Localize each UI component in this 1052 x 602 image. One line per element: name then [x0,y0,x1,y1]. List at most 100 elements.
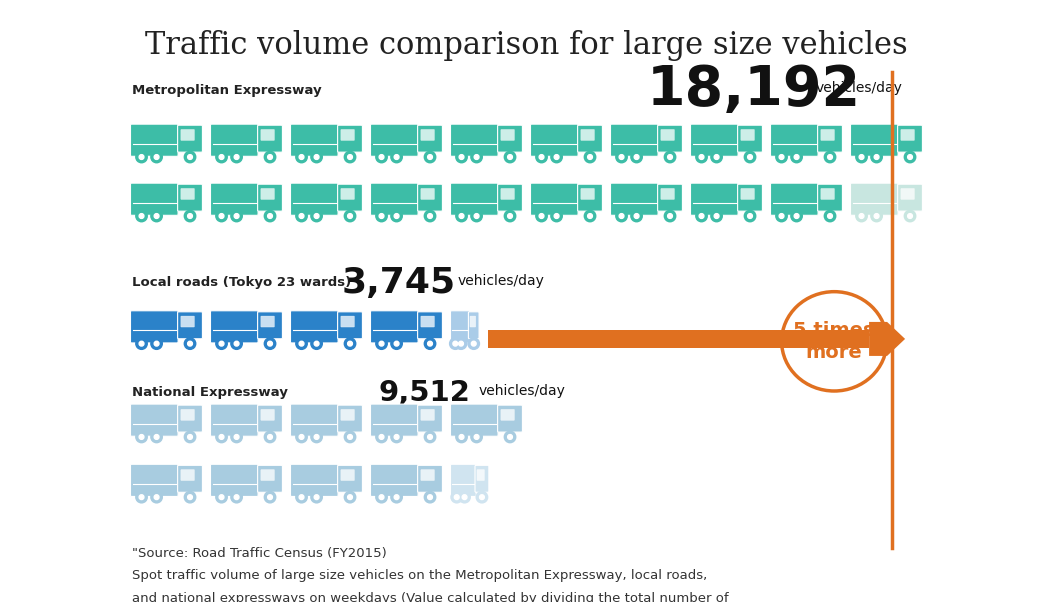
Circle shape [620,214,624,219]
Circle shape [394,341,399,346]
FancyBboxPatch shape [770,124,818,157]
Circle shape [184,151,196,163]
Circle shape [310,151,322,163]
Circle shape [456,210,467,222]
Circle shape [780,214,784,219]
Circle shape [155,435,159,439]
FancyBboxPatch shape [130,464,178,497]
Circle shape [296,338,307,349]
Circle shape [230,431,242,442]
Circle shape [775,210,787,222]
FancyBboxPatch shape [658,125,683,152]
Circle shape [508,214,512,219]
FancyBboxPatch shape [338,465,363,492]
Circle shape [264,210,276,222]
Circle shape [480,495,484,500]
Circle shape [299,341,304,346]
Circle shape [874,214,879,219]
Circle shape [554,155,559,160]
Circle shape [379,155,384,160]
Circle shape [235,214,239,219]
FancyBboxPatch shape [421,129,434,140]
Text: National Expressway: National Expressway [132,386,287,399]
Circle shape [508,435,512,439]
FancyBboxPatch shape [178,184,202,211]
FancyBboxPatch shape [341,188,355,199]
Circle shape [344,151,356,163]
Circle shape [459,491,470,503]
Circle shape [344,431,356,442]
Circle shape [695,210,707,222]
Circle shape [299,155,304,160]
Circle shape [471,341,477,346]
FancyBboxPatch shape [578,125,603,152]
Circle shape [394,214,399,219]
Circle shape [453,341,458,346]
Circle shape [905,210,915,222]
Circle shape [230,491,242,503]
Circle shape [794,214,798,219]
FancyBboxPatch shape [181,316,195,327]
Circle shape [427,341,432,346]
Circle shape [299,435,304,439]
Circle shape [139,214,144,219]
FancyBboxPatch shape [338,125,363,152]
Circle shape [828,214,832,219]
Circle shape [825,151,835,163]
FancyBboxPatch shape [817,125,843,152]
Circle shape [714,155,719,160]
FancyBboxPatch shape [501,188,514,199]
Circle shape [745,151,755,163]
FancyBboxPatch shape [178,465,202,492]
FancyBboxPatch shape [290,124,338,157]
FancyBboxPatch shape [258,184,282,211]
Circle shape [474,155,479,160]
Circle shape [216,151,227,163]
FancyBboxPatch shape [610,124,659,157]
FancyBboxPatch shape [290,183,338,216]
Text: Spot traffic volume of large size vehicles on the Metropolitan Expressway, local: Spot traffic volume of large size vehicl… [132,569,707,583]
Circle shape [504,210,515,222]
FancyBboxPatch shape [498,405,523,432]
Circle shape [299,214,304,219]
Circle shape [714,214,719,219]
FancyBboxPatch shape [661,188,674,199]
FancyBboxPatch shape [421,470,434,480]
FancyBboxPatch shape [210,311,258,343]
FancyBboxPatch shape [210,464,258,497]
FancyBboxPatch shape [210,404,258,436]
Circle shape [155,495,159,500]
Circle shape [535,151,547,163]
Circle shape [427,155,432,160]
Circle shape [456,431,467,442]
Text: Traffic volume comparison for large size vehicles: Traffic volume comparison for large size… [144,30,908,61]
Circle shape [711,151,723,163]
FancyBboxPatch shape [477,470,484,480]
FancyBboxPatch shape [341,409,355,420]
Circle shape [184,338,196,349]
Circle shape [187,435,193,439]
Circle shape [296,151,307,163]
Circle shape [267,155,272,160]
Circle shape [216,210,227,222]
Circle shape [634,214,639,219]
Text: vehicles/day: vehicles/day [458,274,545,288]
FancyBboxPatch shape [498,125,523,152]
FancyBboxPatch shape [897,184,923,211]
Circle shape [905,151,915,163]
Circle shape [424,431,436,442]
Circle shape [584,210,595,222]
Circle shape [631,210,643,222]
Circle shape [264,491,276,503]
FancyBboxPatch shape [741,188,754,199]
Text: 9,512: 9,512 [379,379,470,406]
Circle shape [347,435,352,439]
FancyBboxPatch shape [261,129,275,140]
Circle shape [216,491,227,503]
Circle shape [219,495,224,500]
FancyBboxPatch shape [290,311,338,343]
Circle shape [344,210,356,222]
FancyBboxPatch shape [178,125,202,152]
Circle shape [695,151,707,163]
Circle shape [748,214,752,219]
